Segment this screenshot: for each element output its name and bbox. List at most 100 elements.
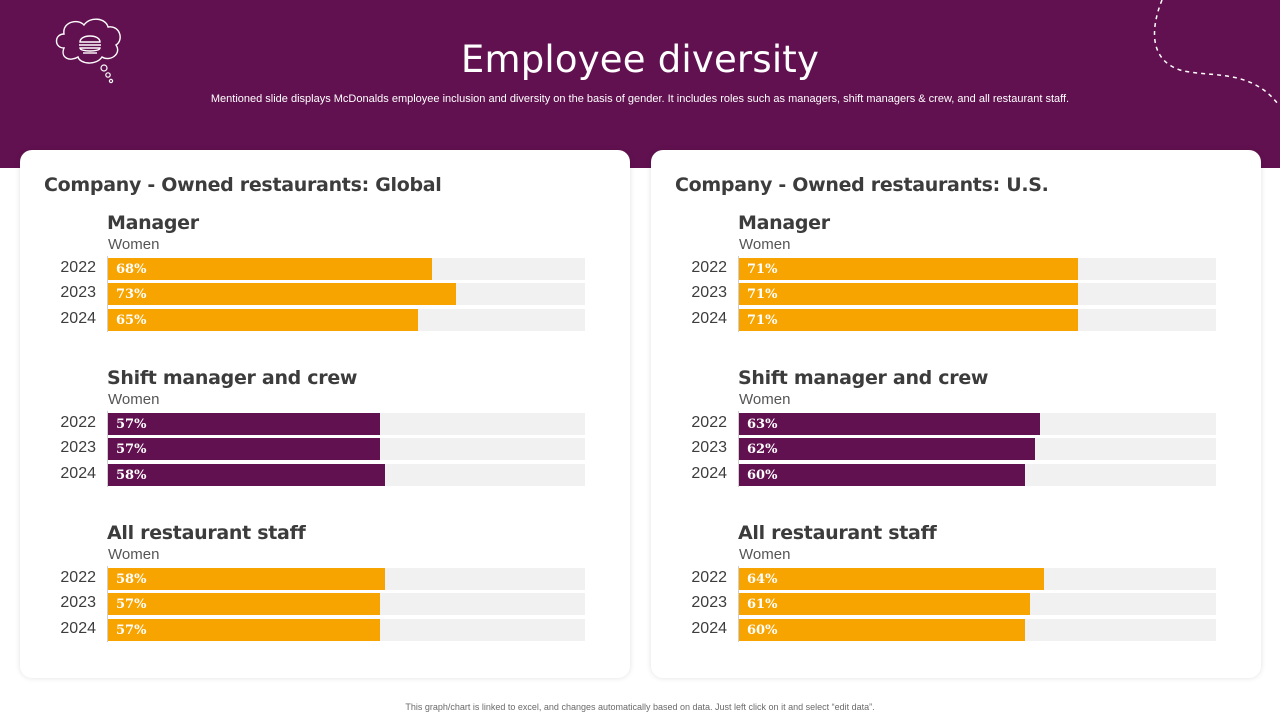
bar-track: 71% (739, 309, 1216, 331)
year-tick-label: 2023 (691, 594, 727, 611)
bar-track: 58% (108, 568, 585, 590)
group-title: Manager (738, 212, 830, 234)
bar-row: 2022 58% (20, 568, 630, 590)
dashed-curve-decoration (1153, 0, 1279, 105)
bar-row: 2022 71% (651, 258, 1261, 280)
bar: 57% (108, 413, 380, 435)
bar-track: 63% (739, 413, 1216, 435)
group-title: Shift manager and crew (738, 367, 989, 389)
bar: 68% (108, 258, 432, 280)
axis-line (107, 566, 108, 642)
bar-row: 2023 71% (651, 283, 1261, 305)
bar: 71% (739, 258, 1078, 280)
year-tick-label: 2024 (60, 620, 96, 637)
year-tick-label: 2022 (691, 259, 727, 276)
bar-row: 2024 65% (20, 309, 630, 331)
us-chart-panel: Company - Owned restaurants: U.S. Manage… (651, 150, 1261, 678)
axis-line (107, 256, 108, 332)
bar: 60% (739, 619, 1025, 641)
bar-value-label: 58% (116, 572, 147, 587)
year-tick-label: 2024 (691, 465, 727, 482)
bar: 58% (108, 568, 385, 590)
series-label: Women (739, 236, 791, 253)
series-label: Women (739, 391, 791, 408)
bar-value-label: 57% (116, 597, 147, 612)
bar: 73% (108, 283, 456, 305)
bar: 64% (739, 568, 1044, 590)
page-subtitle: Mentioned slide displays McDonalds emplo… (210, 93, 1070, 105)
bar: 57% (108, 619, 380, 641)
axis-line (738, 411, 739, 487)
bar-track: 64% (739, 568, 1216, 590)
bar-value-label: 65% (116, 313, 147, 328)
bar-track: 73% (108, 283, 585, 305)
bar-group: Manager Women 2022 71% 2023 71% 2024 71% (651, 212, 1261, 342)
year-tick-label: 2023 (691, 439, 727, 456)
bar-track: 62% (739, 438, 1216, 460)
bar-track: 58% (108, 464, 585, 486)
panel-title: Company - Owned restaurants: U.S. (675, 174, 1049, 196)
page-title: Employee diversity (460, 38, 820, 81)
bar-row: 2024 57% (20, 619, 630, 641)
year-tick-label: 2022 (60, 569, 96, 586)
bar-row: 2023 73% (20, 283, 630, 305)
bar-value-label: 57% (116, 417, 147, 432)
bar-group: All restaurant staff Women 2022 58% 2023 57% 2… (20, 522, 630, 652)
bar-group: All restaurant staff Women 2022 64% 2023 61% 2… (651, 522, 1261, 652)
global-chart-panel: Company - Owned restaurants: Global Mana… (20, 150, 630, 678)
bar-group: Shift manager and crew Women 2022 57% 2023 57… (20, 367, 630, 497)
group-title: Shift manager and crew (107, 367, 358, 389)
bar-track: 57% (108, 593, 585, 615)
bar-track: 71% (739, 258, 1216, 280)
bar: 57% (108, 593, 380, 615)
year-tick-label: 2022 (691, 569, 727, 586)
bar-value-label: 68% (116, 262, 147, 277)
bar-value-label: 61% (747, 597, 778, 612)
bar-track: 60% (739, 619, 1216, 641)
year-tick-label: 2022 (691, 414, 727, 431)
bar-track: 57% (108, 413, 585, 435)
bar-track: 57% (108, 438, 585, 460)
year-tick-label: 2024 (691, 310, 727, 327)
bar-value-label: 60% (747, 623, 778, 638)
bar-value-label: 57% (116, 623, 147, 638)
bar-row: 2023 57% (20, 438, 630, 460)
bar-value-label: 71% (747, 287, 778, 302)
bar-value-label: 60% (747, 468, 778, 483)
bar-group: Manager Women 2022 68% 2023 73% 2024 65% (20, 212, 630, 342)
bar-row: 2024 71% (651, 309, 1261, 331)
bar-track: 61% (739, 593, 1216, 615)
bar-value-label: 62% (747, 442, 778, 457)
axis-line (107, 411, 108, 487)
bar-row: 2022 64% (651, 568, 1261, 590)
series-label: Women (108, 236, 160, 253)
bar: 63% (739, 413, 1040, 435)
bar-row: 2022 57% (20, 413, 630, 435)
bar: 60% (739, 464, 1025, 486)
bar: 65% (108, 309, 418, 331)
bar-value-label: 63% (747, 417, 778, 432)
bar-track: 68% (108, 258, 585, 280)
footnote: This graph/chart is linked to excel, and… (405, 702, 875, 712)
bar-row: 2024 60% (651, 464, 1261, 486)
series-label: Women (108, 546, 160, 563)
year-tick-label: 2023 (60, 594, 96, 611)
bar-value-label: 71% (747, 262, 778, 277)
bar-row: 2023 57% (20, 593, 630, 615)
bar: 71% (739, 309, 1078, 331)
year-tick-label: 2024 (60, 310, 96, 327)
bar-value-label: 64% (747, 572, 778, 587)
bar: 61% (739, 593, 1030, 615)
group-title: Manager (107, 212, 199, 234)
series-label: Women (739, 546, 791, 563)
bar-track: 60% (739, 464, 1216, 486)
series-label: Women (108, 391, 160, 408)
bar-row: 2022 68% (20, 258, 630, 280)
bar-value-label: 73% (116, 287, 147, 302)
bar-row: 2024 58% (20, 464, 630, 486)
year-tick-label: 2022 (60, 259, 96, 276)
bar: 71% (739, 283, 1078, 305)
axis-line (738, 566, 739, 642)
bar: 62% (739, 438, 1035, 460)
bar-row: 2023 61% (651, 593, 1261, 615)
